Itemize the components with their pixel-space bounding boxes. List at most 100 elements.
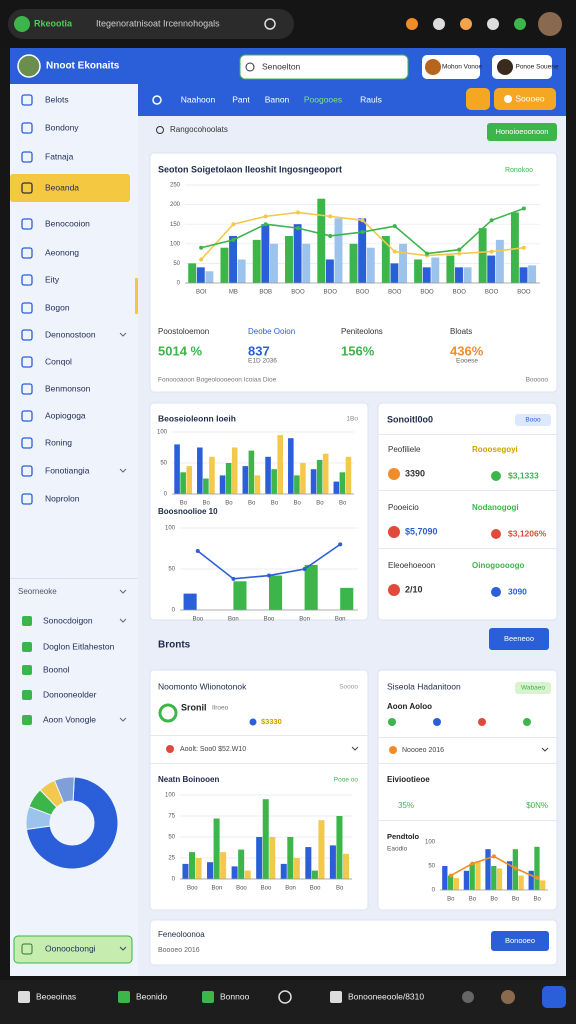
header-nav[interactable]: Pant xyxy=(232,94,250,104)
label: Nodanogogi xyxy=(472,503,519,512)
nav-item[interactable]: Roning xyxy=(45,437,72,447)
bar xyxy=(207,862,214,879)
taskbar-icon xyxy=(18,991,30,1003)
nav-item[interactable]: Doglon Eitlaheston xyxy=(43,641,115,651)
profile-avatar xyxy=(538,12,562,36)
bar xyxy=(300,463,306,494)
label: Boooeo 2016 xyxy=(158,947,200,954)
nav-item[interactable]: Benocooion xyxy=(45,218,90,228)
bar xyxy=(414,259,423,283)
line-point xyxy=(263,214,268,219)
nav-item[interactable]: Aopiogoga xyxy=(45,410,86,420)
nav-item[interactable]: Conqol xyxy=(45,356,72,366)
icon-button[interactable] xyxy=(466,88,490,110)
x-tick-label: Bo xyxy=(447,897,455,903)
sidebar-divider xyxy=(10,578,138,579)
bar xyxy=(310,469,317,494)
address-bar[interactable] xyxy=(8,9,294,39)
label: 156% xyxy=(341,343,375,358)
x-tick-label: BOO xyxy=(356,290,370,296)
taskbar-item[interactable]: Bonooneeoole/8310 xyxy=(348,991,424,1001)
action-button[interactable] xyxy=(494,88,556,110)
bar xyxy=(453,878,459,890)
header-nav[interactable]: Naahoon xyxy=(181,94,216,104)
nav-item[interactable]: Bondony xyxy=(45,122,79,132)
bar xyxy=(334,218,343,283)
x-tick-label: BOO xyxy=(517,290,531,296)
nav-item[interactable]: Noprolon xyxy=(45,493,80,503)
x-tick-label: Bon xyxy=(335,617,346,623)
panel xyxy=(149,919,558,966)
bar xyxy=(188,263,197,283)
legend-dot xyxy=(388,718,396,726)
sidebar-footer[interactable] xyxy=(13,935,133,964)
label: 2/10 xyxy=(405,584,423,594)
nav-item[interactable]: Belots xyxy=(45,94,69,104)
line-point xyxy=(489,218,494,223)
label: Itegenoratnisoat Ircennohogals xyxy=(96,18,220,28)
nav-item[interactable]: Fonotiangia xyxy=(45,465,90,475)
bar xyxy=(248,450,255,494)
x-tick-label: Bon xyxy=(285,886,296,892)
bar xyxy=(262,799,269,879)
check-icon xyxy=(22,616,32,626)
line-point xyxy=(267,573,271,578)
nav-item[interactable]: Fatnaja xyxy=(45,151,74,161)
donut-slice xyxy=(25,776,119,870)
x-tick-label: Bo xyxy=(248,501,256,507)
bar xyxy=(329,845,336,879)
nav-item[interactable]: Sonocdoigon xyxy=(43,615,93,625)
label: Fonoooaoon Bogeoloooeoon Icoiaa Dioe xyxy=(158,377,277,384)
bar xyxy=(269,575,283,610)
taskbar-item[interactable]: Beonido xyxy=(136,991,167,1001)
toolbar-button[interactable] xyxy=(487,123,557,141)
header-nav[interactable]: Banon xyxy=(265,94,290,104)
bar xyxy=(446,255,455,283)
footer-button[interactable] xyxy=(491,931,549,951)
nav-item[interactable]: Aoon Vonogle xyxy=(43,714,96,724)
nav-item[interactable]: Benmonson xyxy=(45,383,91,393)
bar xyxy=(422,267,431,283)
label: E1D 2036 xyxy=(248,358,277,365)
label: Pooeicio xyxy=(388,503,419,512)
section-button[interactable] xyxy=(489,628,549,650)
label: Sonoitl0o0 xyxy=(387,414,433,424)
y-tick-label: 50 xyxy=(428,864,435,870)
label: Pooe oo xyxy=(334,777,359,784)
label: Senoelton xyxy=(262,61,301,71)
bar xyxy=(304,564,318,610)
taskbar-item[interactable]: Beoeoinas xyxy=(36,991,76,1001)
label: Peofiliele xyxy=(388,445,421,454)
header-nav[interactable]: Rauls xyxy=(360,94,382,104)
taskbar-item[interactable]: Bonnoo xyxy=(220,991,250,1001)
label: Bloats xyxy=(450,327,472,336)
legend-dot xyxy=(478,718,486,726)
bar xyxy=(496,868,503,890)
donut-slice xyxy=(53,776,75,804)
line-point xyxy=(425,251,430,256)
x-tick-label: Bo xyxy=(202,501,210,507)
tray-button[interactable] xyxy=(542,986,566,1008)
bar xyxy=(485,849,491,890)
label: Siseola Hadanitoon xyxy=(387,681,461,691)
bar xyxy=(340,587,354,610)
bar xyxy=(442,866,448,890)
header-nav[interactable]: Poogooes xyxy=(304,94,342,104)
button-icon xyxy=(504,95,512,103)
nav-item[interactable]: Boonol xyxy=(43,664,70,674)
bar xyxy=(381,235,390,283)
nav-item[interactable]: Bogon xyxy=(45,302,70,312)
label: Peniteolons xyxy=(341,327,383,336)
label: Noooeo 2016 xyxy=(402,747,444,754)
search-box[interactable] xyxy=(239,54,409,80)
bar xyxy=(322,453,329,494)
nav-item[interactable]: Denonostoon xyxy=(45,329,96,339)
label: Aoolt: Soo0 $52.W10 xyxy=(180,746,246,753)
favicon xyxy=(14,16,30,32)
nav-item[interactable]: Beoanda xyxy=(45,182,79,192)
x-tick-label: Bo xyxy=(534,897,542,903)
nav-item[interactable]: Eity xyxy=(45,274,60,284)
nav-item[interactable]: Donooneolder xyxy=(43,689,97,699)
row-icon xyxy=(166,745,174,753)
nav-item[interactable]: Aeonong xyxy=(45,247,79,257)
